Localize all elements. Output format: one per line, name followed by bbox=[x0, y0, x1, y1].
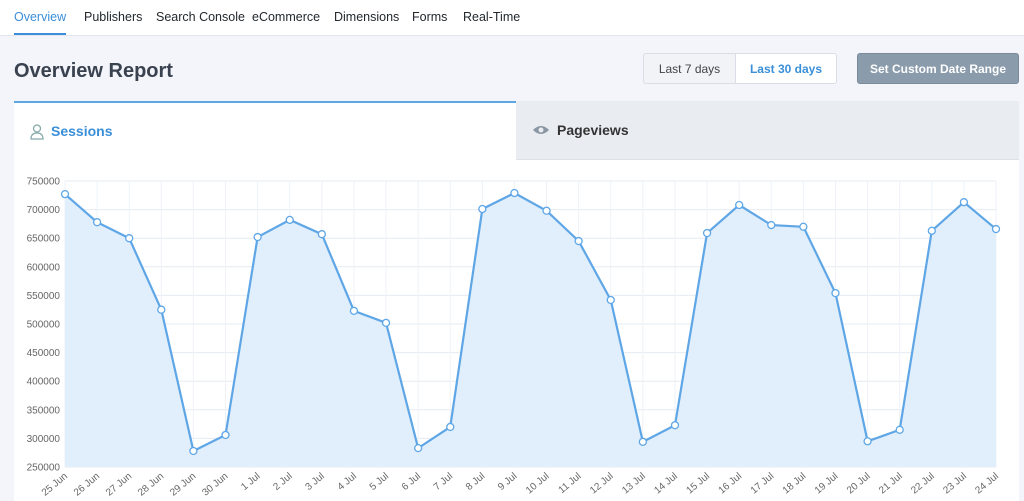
point bbox=[606, 295, 615, 305]
report-tab[interactable]: Sessions bbox=[14, 101, 516, 160]
nav-tab[interactable]: Real-Time bbox=[463, 10, 521, 24]
x-tick-label: 5 Jul bbox=[368, 471, 391, 493]
x-tick-label: 8 Jul bbox=[464, 471, 487, 493]
point bbox=[478, 204, 487, 214]
y-tick-label: 350000 bbox=[27, 405, 61, 416]
nav-bar: Overview Publishers Search Console eCommerc… bbox=[0, 0, 1024, 36]
y-tick-label: 450000 bbox=[27, 348, 61, 359]
x-tick-label: 6 Jul bbox=[400, 471, 423, 493]
tab-label: Sessions bbox=[51, 123, 113, 139]
point bbox=[317, 230, 326, 239]
nav-tab[interactable]: Forms bbox=[412, 10, 448, 24]
x-tick-label: 29 Jun bbox=[168, 471, 198, 499]
x-tick-label: 2 Jul bbox=[271, 471, 294, 493]
nav-tab[interactable]: Overview bbox=[14, 10, 67, 35]
eye-icon bbox=[533, 126, 549, 134]
x-tick-label: 13 Jul bbox=[620, 471, 648, 497]
point bbox=[92, 218, 102, 227]
x-tick-label: 4 Jul bbox=[336, 471, 359, 493]
x-tick-label: 3 Jul bbox=[304, 471, 327, 493]
point bbox=[702, 228, 712, 238]
x-tick-label: 30 Jun bbox=[200, 471, 230, 499]
chart: 250000 300000 350000 400000 450000 500000 5500… bbox=[27, 177, 1001, 499]
x-tick-label: 10 Jul bbox=[524, 471, 552, 497]
point bbox=[157, 305, 166, 314]
x-tick-label: 26 Jun bbox=[72, 471, 102, 499]
y-tick-label: 250000 bbox=[27, 463, 61, 474]
x-tick-label: 20 Jul bbox=[845, 471, 873, 497]
point bbox=[638, 437, 648, 446]
x-tick-label: 18 Jul bbox=[781, 471, 809, 497]
point bbox=[542, 206, 551, 215]
point bbox=[927, 226, 936, 235]
user-icon bbox=[30, 124, 44, 140]
x-tick-label: 27 Jun bbox=[104, 471, 134, 499]
point bbox=[510, 188, 519, 198]
x-tick-label: 21 Jul bbox=[877, 471, 905, 497]
x-tick-label: 16 Jul bbox=[717, 471, 745, 497]
point bbox=[735, 200, 744, 210]
x-tick-label: 25 Jun bbox=[40, 471, 70, 499]
x-tick-label: 17 Jul bbox=[749, 471, 777, 497]
point bbox=[574, 236, 583, 246]
nav-tab[interactable]: eCommerce bbox=[252, 10, 321, 24]
area bbox=[65, 193, 996, 467]
x-tick-label: 9 Jul bbox=[496, 471, 519, 493]
point bbox=[959, 198, 969, 207]
point bbox=[285, 215, 294, 225]
report-tab[interactable]: Pageviews bbox=[516, 101, 1019, 160]
point bbox=[670, 421, 680, 430]
y-tick-label: 600000 bbox=[27, 262, 61, 273]
point bbox=[831, 288, 840, 298]
x-tick-label: 15 Jul bbox=[684, 471, 712, 497]
point bbox=[767, 220, 776, 230]
tab-label: Pageviews bbox=[557, 122, 629, 138]
nav-tab[interactable]: Search Console bbox=[156, 10, 245, 24]
y-tick-label: 550000 bbox=[27, 291, 61, 302]
x-tick-label: 22 Jul bbox=[909, 471, 937, 497]
line bbox=[64, 191, 997, 453]
y-tick-label: 700000 bbox=[27, 205, 61, 216]
x-tick-label: 19 Jul bbox=[813, 471, 841, 497]
point bbox=[349, 306, 359, 315]
nav-tab[interactable]: Dimensions bbox=[334, 10, 400, 24]
x-tick-label: 24 Jul bbox=[973, 471, 1001, 497]
point bbox=[125, 234, 134, 243]
point bbox=[413, 443, 423, 453]
range-button[interactable]: Last 7 days bbox=[643, 53, 736, 84]
x-tick-label: 12 Jul bbox=[588, 471, 616, 497]
point bbox=[863, 437, 872, 446]
y-tick-label: 400000 bbox=[27, 377, 61, 388]
point bbox=[221, 430, 230, 440]
y-tick-label: 650000 bbox=[27, 234, 61, 245]
point bbox=[895, 425, 904, 434]
range-button[interactable]: Last 30 days bbox=[735, 53, 837, 84]
x-tick-label: 1 Jul bbox=[239, 471, 262, 493]
point bbox=[446, 422, 455, 432]
x-tick-label: 28 Jun bbox=[136, 471, 166, 499]
y-tick-label: 500000 bbox=[27, 320, 61, 331]
y-tick-label: 750000 bbox=[27, 177, 61, 188]
page-title: Overview Report bbox=[14, 60, 173, 82]
point bbox=[991, 224, 1001, 234]
x-tick-label: 7 Jul bbox=[432, 471, 455, 493]
point bbox=[381, 318, 391, 328]
nav-tab[interactable]: Publishers bbox=[84, 10, 143, 24]
point bbox=[253, 232, 262, 242]
custom-range-button[interactable]: Set Custom Date Range bbox=[857, 53, 1019, 84]
point bbox=[60, 190, 70, 199]
point bbox=[189, 446, 198, 456]
x-tick-label: 23 Jul bbox=[941, 471, 969, 497]
x-tick-label: 11 Jul bbox=[557, 471, 584, 496]
y-tick-label: 300000 bbox=[27, 434, 61, 445]
point bbox=[799, 222, 808, 231]
x-tick-label: 14 Jul bbox=[652, 471, 680, 497]
